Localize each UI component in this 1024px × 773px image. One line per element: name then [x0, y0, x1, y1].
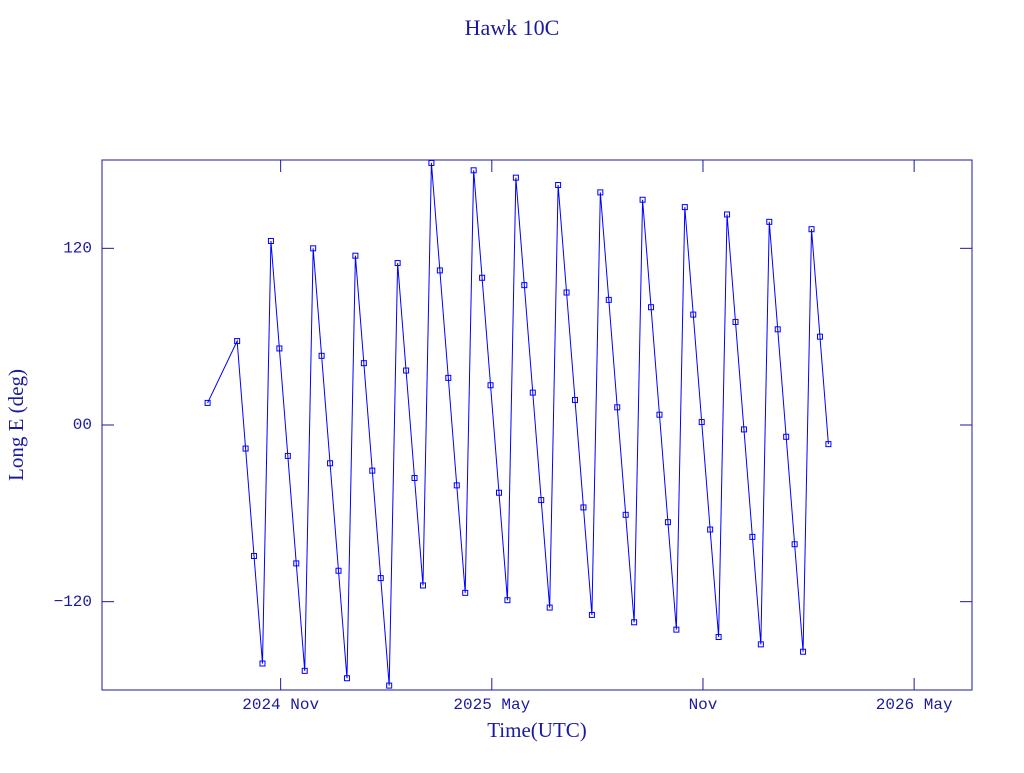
- data-point: [293, 560, 300, 567]
- data-point: [512, 174, 519, 181]
- data-point: [563, 289, 570, 296]
- data-point: [436, 267, 443, 274]
- y-tick-label: −120: [54, 593, 92, 611]
- data-point: [445, 374, 452, 381]
- data-point: [588, 611, 595, 618]
- chart-title: Hawk 10C: [465, 15, 560, 40]
- data-point: [605, 296, 612, 303]
- data-point: [343, 675, 350, 682]
- data-point: [707, 526, 714, 533]
- data-point: [656, 411, 663, 418]
- series-line: [207, 162, 829, 686]
- data-point: [732, 318, 739, 325]
- data-point: [470, 167, 477, 174]
- data-point: [774, 326, 781, 333]
- data-point: [597, 189, 604, 196]
- data-point: [360, 360, 367, 367]
- data-point: [816, 333, 823, 340]
- data-point: [529, 389, 536, 396]
- data-point: [301, 667, 308, 674]
- data-point: [783, 433, 790, 440]
- data-point: [825, 441, 832, 448]
- data-point: [335, 567, 342, 574]
- data-point: [724, 211, 731, 218]
- data-point: [495, 489, 502, 496]
- data-point: [555, 182, 562, 189]
- data-point: [521, 282, 528, 289]
- x-tick-label: Nov: [689, 696, 718, 714]
- data-point: [242, 445, 249, 452]
- data-point: [791, 541, 798, 548]
- data-point: [631, 619, 638, 626]
- data-point: [419, 582, 426, 589]
- data-point: [698, 419, 705, 426]
- data-point: [681, 204, 688, 211]
- data-point: [614, 404, 621, 411]
- data-point: [369, 467, 376, 474]
- plot-frame: [101, 159, 973, 691]
- data-point: [377, 575, 384, 582]
- x-tick-label: 2024 Nov: [242, 696, 319, 714]
- data-point: [352, 252, 359, 259]
- data-point: [394, 260, 401, 267]
- data-point: [749, 533, 756, 540]
- data-point: [411, 475, 418, 481]
- data-point: [284, 452, 291, 459]
- data-point: [462, 589, 469, 596]
- data-point: [386, 682, 393, 689]
- data-point: [622, 511, 629, 518]
- data-point: [327, 460, 334, 467]
- data-point: [428, 159, 435, 166]
- data-point: [204, 399, 211, 406]
- data-point: [318, 352, 325, 359]
- data-point: [403, 367, 410, 374]
- data-point: [453, 482, 460, 489]
- y-tick-label: 00: [73, 416, 92, 434]
- data-point: [639, 196, 646, 203]
- x-axis-label: Time(UTC): [487, 718, 587, 742]
- x-tick-label: 2026 May: [876, 696, 953, 714]
- data-point: [259, 660, 266, 667]
- y-tick-label: 120: [63, 240, 92, 258]
- data-point: [648, 304, 655, 311]
- data-point: [504, 597, 511, 604]
- data-point: [538, 497, 545, 504]
- data-point: [276, 345, 283, 352]
- data-point: [690, 311, 697, 318]
- data-point: [234, 338, 241, 345]
- data-point: [766, 218, 773, 225]
- data-point: [808, 226, 815, 233]
- data-point: [487, 382, 494, 389]
- data-point: [664, 519, 671, 526]
- data-point: [800, 648, 807, 655]
- x-tick-label: 2025 May: [453, 696, 530, 714]
- data-point: [580, 504, 587, 511]
- y-axis-label: Long E (deg): [4, 369, 28, 481]
- data-point: [572, 396, 579, 403]
- data-point: [479, 274, 486, 281]
- data-point: [310, 245, 317, 252]
- data-point: [267, 237, 274, 244]
- data-point: [715, 634, 722, 640]
- data-point: [673, 626, 680, 633]
- data-point: [251, 553, 258, 560]
- data-point: [740, 426, 747, 433]
- data-point: [546, 604, 553, 611]
- data-point: [757, 641, 764, 648]
